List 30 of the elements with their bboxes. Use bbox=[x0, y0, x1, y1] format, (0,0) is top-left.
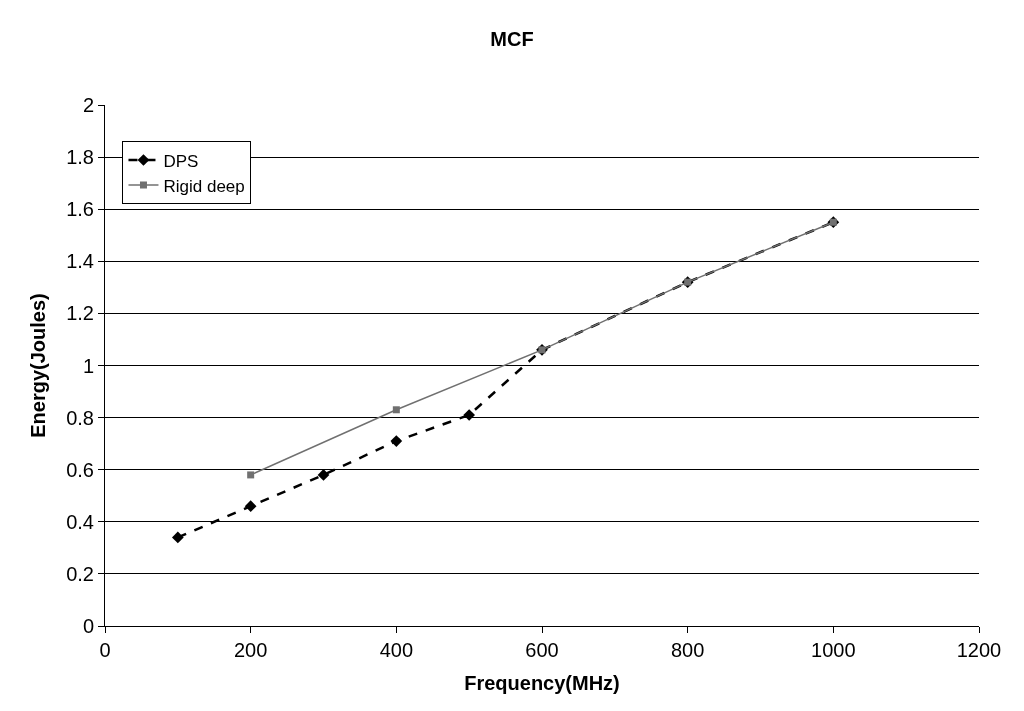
y-tick-label: 1 bbox=[82, 354, 94, 377]
x-tick-label: 600 bbox=[525, 639, 559, 661]
point bbox=[392, 406, 400, 414]
point bbox=[463, 409, 476, 421]
x-tick-label: 400 bbox=[379, 639, 414, 661]
y-tick-label: 1.2 bbox=[66, 302, 94, 325]
y-tick-label: 1.4 bbox=[66, 250, 94, 273]
x-tick-label: 200 bbox=[233, 639, 268, 661]
point bbox=[247, 471, 255, 479]
x-tick-label: 0 bbox=[99, 639, 111, 661]
y-tick-label: 2 bbox=[82, 94, 94, 116]
y-axis-title: Energy(Joules) bbox=[26, 293, 49, 438]
legend-label: DPS bbox=[163, 151, 199, 171]
y-tick-label: 1.6 bbox=[66, 198, 94, 221]
chart-title: MCF bbox=[490, 28, 534, 50]
point bbox=[171, 531, 184, 544]
y-tick-label: 0 bbox=[82, 615, 94, 637]
y-tick-label: 0.6 bbox=[66, 458, 94, 481]
point bbox=[244, 500, 257, 513]
y-tick-label: 0.2 bbox=[66, 562, 94, 585]
x-tick-label: 800 bbox=[670, 639, 705, 661]
x-tick-label: 1200 bbox=[956, 639, 1002, 661]
point bbox=[390, 435, 403, 447]
y-tick-label: 0.8 bbox=[66, 406, 94, 429]
y-tick-label: 1.8 bbox=[66, 146, 94, 169]
x-axis-title: Frequency(MHz) bbox=[464, 671, 620, 694]
legend-label: Rigid deep bbox=[163, 176, 245, 196]
x-tick-label: 1000 bbox=[811, 639, 856, 661]
point bbox=[317, 469, 330, 481]
y-tick-label: 0.4 bbox=[66, 510, 94, 533]
